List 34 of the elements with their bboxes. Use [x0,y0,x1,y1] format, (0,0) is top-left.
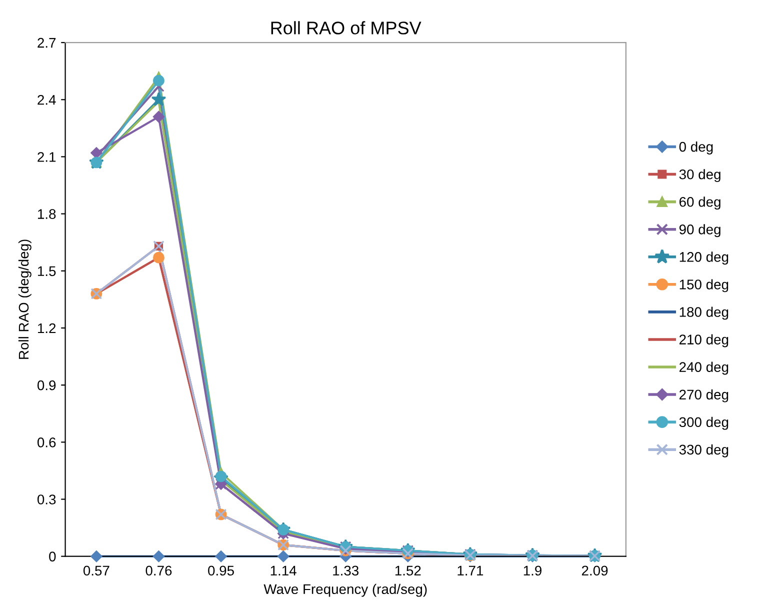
legend-label: 330 deg [679,444,728,458]
legend-label: 180 deg [680,306,728,320]
x-tick-label: 1.14 [270,566,296,576]
y-tick-label: 0 [49,552,56,562]
legend-label: 120 deg [680,252,728,265]
x-tick-label: 0.57 [83,566,110,576]
y-tick-label: 2.4 [38,94,56,105]
x-tick-label: 1.71 [458,566,484,576]
x-tick-label: 1.9 [524,566,542,576]
y-tick-label: 2.7 [38,38,56,48]
y-tick-label: 0.3 [37,494,56,504]
y-tick-label: 0.6 [37,437,56,448]
y-tick-label: 1.5 [38,266,56,276]
y-tick-label: 1.2 [38,323,56,334]
y-tick-label: 1.8 [38,209,56,219]
y-tick-label: 2.1 [38,152,56,162]
x-tick-label: 0.95 [208,566,234,576]
legend-label: 0 deg [679,142,713,154]
x-tick-label: 0.76 [146,566,172,576]
x-tick-label: 1.33 [333,566,359,576]
y-axis-title: Roll RAO (deg/deg) [18,240,32,359]
legend-label: 90 deg [679,224,720,238]
legend-label: 240 deg [680,362,728,375]
legend-label: 30 deg [679,169,720,182]
x-axis-title: Wave Frequency (rad/seg) [264,584,427,597]
chart-title: Roll RAO of MPSV [271,21,422,34]
x-tick-label: 2.09 [582,566,608,576]
x-tick-label: 1.52 [395,566,421,576]
y-tick-label: 0.9 [37,380,56,390]
legend-label: 300 deg [679,416,728,430]
legend-label: 210 deg [680,334,728,348]
legend-label: 270 deg [680,389,728,402]
legend-label: 60 deg [680,196,720,210]
legend-label: 150 deg [680,279,728,292]
